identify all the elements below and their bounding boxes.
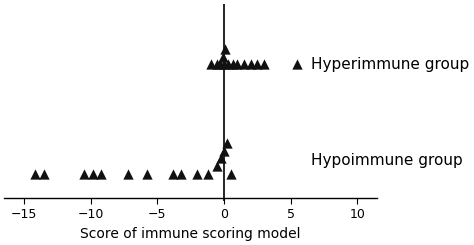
Point [218, 156, 225, 160]
Point [224, 62, 232, 66]
Point [234, 62, 241, 66]
Point [143, 172, 151, 176]
Point [90, 172, 97, 176]
Text: Hypoimmune group: Hypoimmune group [310, 153, 462, 168]
Point [227, 172, 235, 176]
Point [193, 172, 201, 176]
Point [220, 62, 228, 66]
Point [219, 55, 227, 59]
Point [213, 62, 221, 66]
Point [80, 172, 88, 176]
Point [254, 62, 261, 66]
Point [207, 62, 214, 66]
Point [293, 62, 301, 66]
Point [260, 62, 268, 66]
X-axis label: Score of immune scoring model: Score of immune scoring model [81, 227, 301, 241]
Point [213, 164, 221, 168]
Point [220, 149, 228, 153]
Point [124, 172, 132, 176]
Point [247, 62, 255, 66]
Point [31, 172, 38, 176]
Point [216, 62, 224, 66]
Text: Hyperimmune group: Hyperimmune group [310, 57, 469, 72]
Point [229, 62, 237, 66]
Point [40, 172, 48, 176]
Point [240, 62, 248, 66]
Point [204, 172, 212, 176]
Point [178, 172, 185, 176]
Point [170, 172, 177, 176]
Point [221, 47, 229, 51]
Point [98, 172, 105, 176]
Point [223, 141, 230, 145]
